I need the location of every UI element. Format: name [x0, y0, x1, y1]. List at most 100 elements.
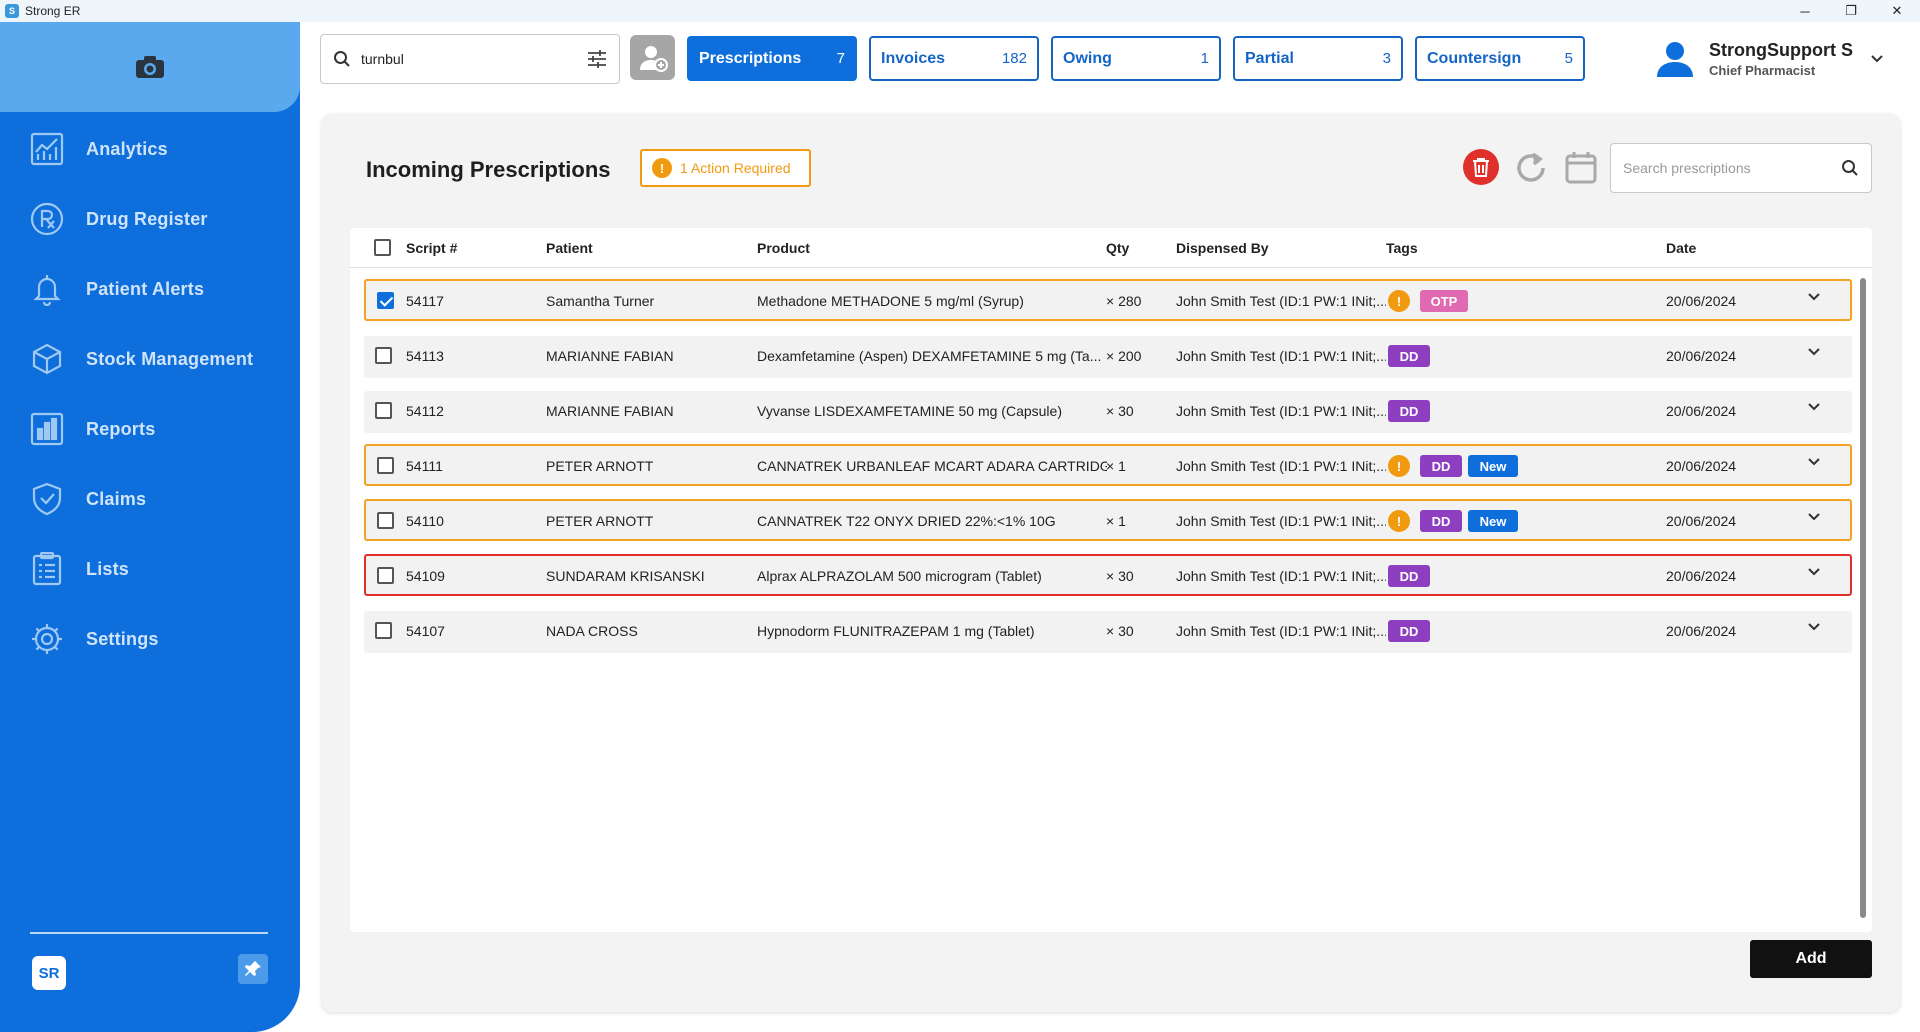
tab-label: Partial — [1245, 49, 1294, 67]
maximize-button[interactable]: ❐ — [1845, 3, 1857, 18]
warning-icon[interactable]: ! — [1388, 455, 1410, 477]
chevron-down-icon[interactable] — [1808, 623, 1820, 631]
row-checkbox[interactable] — [375, 622, 392, 639]
table-row[interactable]: 54111 PETER ARNOTT CANNATREK URBANLEAF M… — [364, 444, 1852, 486]
new-tag: New — [1468, 510, 1518, 532]
row-checkbox[interactable] — [377, 567, 394, 584]
action-required-badge[interactable]: ! 1 Action Required — [640, 149, 811, 187]
row-checkbox[interactable] — [375, 402, 392, 419]
dispensed-by: John Smith Test (ID:1 PW:1 INit;... — [1176, 458, 1386, 474]
dd-tag: DD — [1420, 510, 1462, 532]
user-name: StrongSupport S — [1709, 39, 1853, 60]
dispensed-by: John Smith Test (ID:1 PW:1 INit;... — [1176, 568, 1386, 584]
search-icon — [334, 51, 350, 67]
sidebar-item-reports[interactable]: Reports — [0, 394, 300, 464]
tab-prescriptions[interactable]: Prescriptions 7 — [687, 36, 857, 81]
header-script[interactable]: Script # — [406, 240, 458, 256]
row-checkbox[interactable] — [377, 512, 394, 529]
gear-icon — [28, 620, 66, 658]
row-checkbox[interactable] — [377, 292, 394, 309]
sidebar-item-drug-register[interactable]: Drug Register — [0, 184, 300, 254]
patient-name: MARIANNE FABIAN — [546, 403, 674, 419]
sidebar-item-lists[interactable]: Lists — [0, 534, 300, 604]
pin-button[interactable] — [238, 954, 268, 984]
header-dispensed-by[interactable]: Dispensed By — [1176, 240, 1269, 256]
script-number: 54107 — [406, 623, 445, 639]
minimize-button[interactable]: ─ — [1800, 3, 1810, 19]
otp-tag: OTP — [1420, 290, 1468, 312]
global-search[interactable]: turnbul — [320, 34, 620, 84]
quantity: × 1 — [1106, 458, 1126, 474]
quantity: × 200 — [1106, 348, 1142, 364]
quantity: × 280 — [1106, 293, 1142, 309]
close-button[interactable]: ✕ — [1891, 3, 1903, 18]
window-title: Strong ER — [25, 4, 81, 18]
tab-countersign[interactable]: Countersign 5 — [1415, 36, 1585, 81]
dispensed-by: John Smith Test (ID:1 PW:1 INit;... — [1176, 403, 1386, 419]
delete-button[interactable] — [1463, 149, 1499, 185]
refresh-icon — [1517, 152, 1545, 182]
tab-owing[interactable]: Owing 1 — [1051, 36, 1221, 81]
select-all-checkbox[interactable] — [374, 239, 391, 256]
table-row[interactable]: 54107 NADA CROSS Hypnodorm FLUNITRAZEPAM… — [364, 611, 1852, 653]
sidebar-item-patient-alerts[interactable]: Patient Alerts — [0, 254, 300, 324]
dispensed-by: John Smith Test (ID:1 PW:1 INit;... — [1176, 623, 1386, 639]
chevron-down-icon[interactable] — [1871, 54, 1883, 63]
chevron-down-icon[interactable] — [1808, 513, 1820, 521]
dd-tag: DD — [1388, 400, 1430, 422]
add-button[interactable]: Add — [1750, 940, 1872, 978]
tab-partial[interactable]: Partial 3 — [1233, 36, 1403, 81]
product-name: CANNATREK URBANLEAF MCART ADARA CARTRIDG… — [757, 458, 1107, 474]
dd-tag: DD — [1388, 620, 1430, 642]
bell-icon — [28, 270, 66, 308]
warning-icon[interactable]: ! — [1388, 290, 1410, 312]
date: 20/06/2024 — [1666, 568, 1737, 584]
prescription-search[interactable] — [1610, 143, 1872, 193]
header-date[interactable]: Date — [1666, 240, 1697, 256]
window-titlebar: S Strong ER ─ ❐ ✕ — [0, 0, 1920, 22]
tab-label: Owing — [1063, 49, 1112, 67]
warning-icon[interactable]: ! — [1388, 510, 1410, 532]
quantity: × 1 — [1106, 513, 1126, 529]
header-product[interactable]: Product — [757, 240, 810, 256]
page-title: Incoming Prescriptions — [366, 157, 611, 182]
tab-invoices[interactable]: Invoices 182 — [869, 36, 1039, 81]
table-scrollbar[interactable] — [1860, 278, 1866, 918]
row-checkbox[interactable] — [377, 457, 394, 474]
sidebar-item-claims[interactable]: Claims — [0, 464, 300, 534]
row-checkbox[interactable] — [375, 347, 392, 364]
header-patient[interactable]: Patient — [546, 240, 593, 256]
chevron-down-icon[interactable] — [1808, 293, 1820, 301]
camera-button[interactable] — [0, 22, 300, 112]
table-row[interactable]: 54117 Samantha Turner Methadone METHADON… — [364, 279, 1852, 321]
date-filter-button[interactable] — [1562, 149, 1600, 187]
refresh-button[interactable] — [1512, 149, 1550, 187]
header-qty[interactable]: Qty — [1106, 240, 1130, 256]
sidebar-item-label: Drug Register — [86, 208, 208, 229]
date: 20/06/2024 — [1666, 293, 1737, 309]
prescription-search-input[interactable] — [1623, 160, 1841, 176]
header-tags[interactable]: Tags — [1386, 240, 1418, 256]
tab-count: 1 — [1200, 50, 1209, 67]
table-row[interactable]: 54113 MARIANNE FABIAN Dexamfetamine (Asp… — [364, 336, 1852, 378]
search-icon[interactable] — [1841, 159, 1859, 177]
chevron-down-icon[interactable] — [1808, 348, 1820, 356]
list-icon — [28, 550, 66, 588]
filter-icon[interactable] — [587, 50, 607, 68]
table-row[interactable]: 54109 SUNDARAM KRISANSKI Alprax ALPRAZOL… — [364, 554, 1852, 596]
prescriptions-panel: Incoming Prescriptions ! 1 Action Requir… — [322, 114, 1900, 1012]
prescriptions-table: Script # Patient Product Qty Dispensed B… — [350, 228, 1872, 932]
sidebar-item-analytics[interactable]: Analytics — [0, 114, 300, 184]
search-input[interactable]: turnbul — [361, 51, 404, 67]
table-row[interactable]: 54110 PETER ARNOTT CANNATREK T22 ONYX DR… — [364, 499, 1852, 541]
sidebar-item-stock-management[interactable]: Stock Management — [0, 324, 300, 394]
add-patient-button[interactable] — [630, 35, 675, 80]
chevron-down-icon[interactable] — [1808, 568, 1820, 576]
chevron-down-icon[interactable] — [1808, 458, 1820, 466]
user-menu[interactable]: StrongSupport S Chief Pharmacist — [1655, 36, 1895, 81]
chevron-down-icon[interactable] — [1808, 403, 1820, 411]
table-row[interactable]: 54112 MARIANNE FABIAN Vyvanse LISDEXAMFE… — [364, 391, 1852, 433]
sidebar-item-label: Claims — [86, 488, 147, 509]
dd-tag: DD — [1420, 455, 1462, 477]
sidebar-item-settings[interactable]: Settings — [0, 604, 300, 674]
